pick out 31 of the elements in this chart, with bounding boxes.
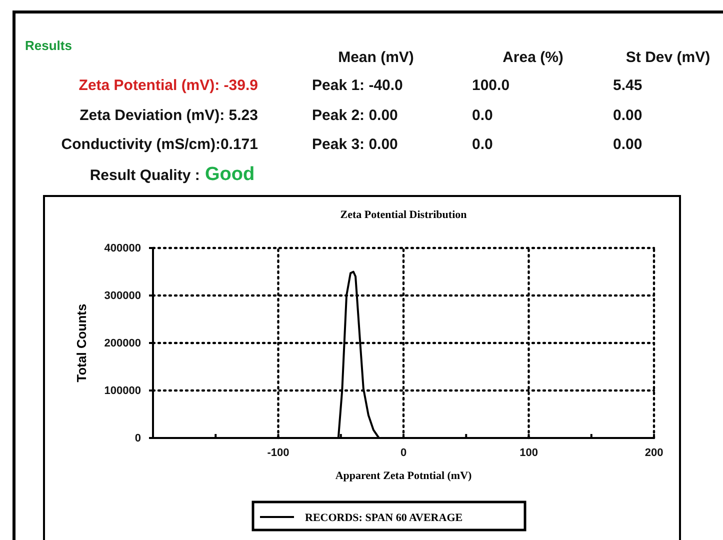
y-tick-label: 100000 — [104, 385, 141, 398]
text: Area (%) — [502, 49, 564, 66]
text: Results — [25, 38, 72, 53]
x-tick-label: 0 — [400, 446, 407, 459]
text: Mean (mV) — [338, 49, 414, 66]
text: 0.00 — [613, 136, 642, 153]
text: Peak 2: 0.00 — [312, 107, 398, 124]
text: 100.0 — [472, 77, 510, 94]
text: St Dev (mV) — [626, 49, 710, 66]
text: 0.0 — [472, 136, 493, 153]
text: 0.0 — [472, 107, 493, 124]
text: Result Quality : — [90, 167, 204, 184]
x-tick-label: -100 — [267, 446, 290, 459]
text: Good — [205, 164, 255, 185]
y-tick-label: 200000 — [104, 338, 141, 350]
chart-title: Zeta Potential Distribution — [340, 209, 467, 221]
y-tick-label: 400000 — [104, 242, 141, 255]
x-tick-label: 100 — [520, 446, 538, 459]
text: Peak 1: -40.0 — [312, 77, 403, 94]
text: Conductivity (mS/cm):0.171 — [61, 136, 258, 153]
x-axis-title: Apparent Zeta Potntial (mV) — [335, 470, 472, 482]
text: 0.00 — [613, 107, 642, 124]
x-tick-label: 200 — [644, 446, 664, 459]
text: 5.45 — [613, 77, 642, 94]
text: Zeta Deviation (mV): 5.23 — [80, 107, 258, 124]
legend-label: RECORDS: SPAN 60 AVERAGE — [305, 512, 463, 524]
y-tick-label: 0 — [134, 432, 141, 445]
text: Peak 3: 0.00 — [312, 136, 398, 153]
y-tick-label: 300000 — [104, 290, 141, 302]
text: Zeta Potential (mV): -39.9 — [78, 77, 258, 94]
y-axis-title: Total Counts — [74, 304, 89, 382]
